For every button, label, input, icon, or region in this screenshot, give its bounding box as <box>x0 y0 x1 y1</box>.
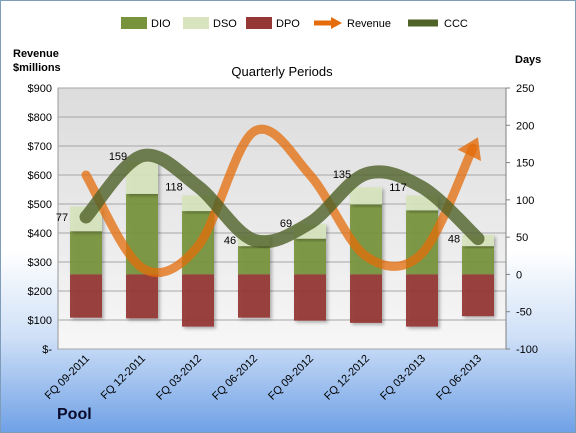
ccc-data-label: 117 <box>389 182 407 194</box>
left-tick-label: $700 <box>28 141 52 153</box>
right-axis-title: Days <box>515 54 541 66</box>
ccc-data-label: 48 <box>448 234 460 246</box>
legend-label-dso: DSO <box>213 18 237 30</box>
right-tick-label: 50 <box>516 232 528 244</box>
left-axis-title: Revenue <box>13 48 59 60</box>
right-tick-label: -50 <box>516 307 532 319</box>
category-label: FQ 06-2013 <box>434 353 484 403</box>
ccc-data-label: 118 <box>165 181 183 193</box>
bar-dpo <box>182 274 214 327</box>
legend-swatch-dpo <box>246 17 272 29</box>
legend-label-ccc: CCC <box>444 18 468 30</box>
bar-dio <box>462 246 494 275</box>
left-tick-label: $200 <box>28 286 52 298</box>
chart-subtitle: Quarterly Periods <box>231 64 333 79</box>
revenue-line <box>81 124 478 277</box>
revenue-arrowhead <box>457 137 482 161</box>
left-tick-label: $600 <box>28 170 52 182</box>
right-tick-label: 0 <box>516 269 522 281</box>
right-tick-label: 200 <box>516 120 534 132</box>
category-label: FQ 12-2011 <box>99 353 148 402</box>
left-tick-label: $400 <box>28 228 52 240</box>
category-label: FQ 09-2011 <box>43 353 92 402</box>
ccc-data-label: 69 <box>280 218 292 230</box>
right-tick-label: 150 <box>516 158 534 170</box>
category-label: FQ 09-2012 <box>266 353 316 403</box>
ccc-line <box>79 148 485 249</box>
ccc-data-label: 159 <box>109 151 127 163</box>
right-tick-label: 100 <box>516 195 534 207</box>
left-tick-label: $500 <box>28 199 52 211</box>
company-name: Pool <box>57 406 92 423</box>
bar-dpo <box>350 274 382 323</box>
legend-label-dpo: DPO <box>276 18 300 30</box>
bar-dio <box>70 231 102 275</box>
bar-dpo <box>238 274 270 318</box>
category-label: FQ 03-2012 <box>154 353 204 403</box>
left-tick-label: $300 <box>28 257 52 269</box>
right-tick-label: 250 <box>516 83 534 95</box>
bar-dpo <box>462 274 494 317</box>
bar-dio <box>294 238 326 275</box>
bar-dpo <box>70 274 102 318</box>
category-label: FQ 12-2012 <box>322 353 372 403</box>
legend-swatch-dso <box>183 17 209 29</box>
bar-dio <box>238 246 270 275</box>
right-tick-label: -100 <box>516 344 538 356</box>
legend-label-revenue: Revenue <box>347 18 391 30</box>
bar-dpo <box>294 274 326 321</box>
left-tick-label: $900 <box>28 83 52 95</box>
left-axis-title-units: $millions <box>13 62 61 74</box>
bar-dso <box>350 187 382 205</box>
left-tick-label: $100 <box>28 315 52 327</box>
ccc-data-label: 46 <box>224 235 236 247</box>
bar-dpo <box>126 274 158 319</box>
left-tick-label: $800 <box>28 112 52 124</box>
legend-label-dio: DIO <box>151 18 171 30</box>
category-label: FQ 03-2013 <box>378 353 428 403</box>
legend-swatch-dio <box>121 17 147 29</box>
bar-dpo <box>406 274 438 327</box>
left-tick-label: $- <box>42 344 52 356</box>
ccc-data-label: 135 <box>333 169 351 181</box>
ccc-data-label: 77 <box>56 212 68 224</box>
category-label: FQ 06-2012 <box>210 353 260 403</box>
legend-arrowhead-revenue <box>331 17 342 29</box>
